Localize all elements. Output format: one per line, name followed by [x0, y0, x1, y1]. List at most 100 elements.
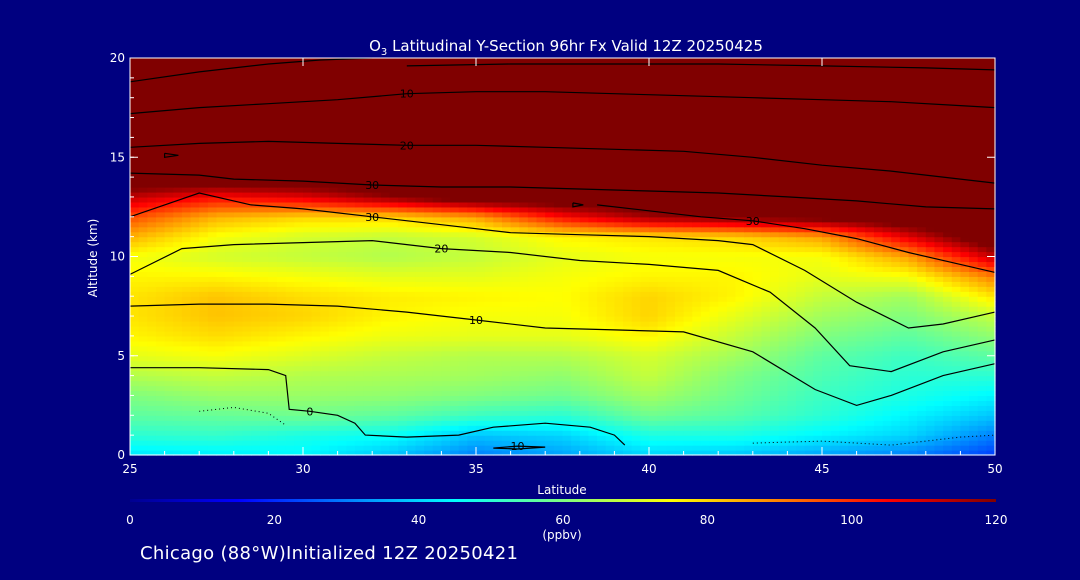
heatmap-cell [666, 306, 676, 312]
heatmap-cell [614, 365, 624, 372]
heatmap-cell [787, 385, 797, 392]
heatmap-cell [623, 301, 633, 307]
heatmap-cell [527, 221, 538, 228]
heatmap-cell [969, 330, 979, 337]
heatmap-cell [899, 350, 910, 357]
heatmap-cell [199, 281, 209, 287]
heatmap-cell [718, 306, 728, 312]
heatmap-cell [744, 226, 754, 233]
heatmap-cell [130, 435, 140, 441]
heatmap-cell [908, 450, 918, 456]
heatmap-cell [631, 430, 641, 436]
heatmap-cell [744, 206, 754, 213]
heatmap-cell [147, 231, 157, 238]
heatmap-cell [899, 266, 910, 272]
heatmap-cell [277, 385, 287, 392]
heatmap-cell [303, 415, 313, 421]
heatmap-cell [242, 266, 252, 272]
heatmap-cell [476, 236, 486, 243]
heatmap-cell [346, 410, 356, 416]
heatmap-cell [294, 211, 304, 218]
heatmap-cell [709, 271, 719, 277]
heatmap-cell [277, 316, 287, 322]
heatmap-cell [986, 261, 996, 268]
heatmap-cell [450, 360, 460, 367]
heatmap-cell [977, 211, 987, 218]
heatmap-cell [199, 380, 209, 387]
heatmap-cell [501, 405, 512, 411]
heatmap-cell [778, 241, 788, 248]
heatmap-cell [467, 420, 477, 426]
heatmap-cell [130, 360, 140, 367]
heatmap-cell [562, 251, 572, 258]
heatmap-cell [830, 221, 840, 228]
heatmap-cell [562, 385, 572, 392]
heatmap-cell [718, 370, 728, 377]
heatmap-cell [415, 440, 425, 446]
heatmap-cell [207, 415, 218, 421]
heatmap-cell [614, 296, 624, 302]
heatmap-cell [225, 350, 235, 357]
heatmap-cell [666, 415, 676, 421]
heatmap-cell [951, 340, 961, 347]
heatmap-cell [519, 375, 529, 382]
heatmap-cell [726, 395, 737, 402]
heatmap-cell [476, 246, 486, 253]
heatmap-cell [130, 375, 140, 382]
heatmap-cell [251, 330, 261, 337]
heatmap-cell [130, 395, 140, 402]
heatmap-cell [242, 345, 252, 352]
heatmap-cell [415, 286, 425, 292]
heatmap-cell [328, 216, 339, 223]
heatmap-cell [225, 321, 235, 327]
heatmap-cell [571, 400, 581, 406]
heatmap-cell [752, 211, 763, 218]
heatmap-cell [943, 420, 953, 426]
heatmap-cell [908, 236, 918, 243]
heatmap-cell [467, 246, 477, 253]
heatmap-cell [328, 370, 339, 377]
heatmap-cell [796, 306, 806, 312]
heatmap-cell [752, 241, 763, 248]
heatmap-cell [181, 296, 192, 302]
heatmap-cell [709, 435, 719, 441]
heatmap-cell [873, 306, 884, 312]
heatmap-cell [398, 385, 408, 392]
heatmap-cell [718, 395, 728, 402]
heatmap-cell [363, 246, 373, 253]
heatmap-cell [493, 450, 503, 456]
heatmap-cell [726, 420, 737, 426]
heatmap-cell [424, 325, 434, 332]
heatmap-cell [354, 420, 365, 426]
heatmap-cell [752, 316, 763, 322]
heatmap-cell [311, 216, 321, 223]
heatmap-cell [164, 360, 174, 367]
heatmap-cell [467, 425, 477, 431]
heatmap-cell [813, 385, 823, 392]
heatmap-cell [130, 405, 140, 411]
heatmap-cell [865, 385, 875, 392]
heatmap-cell [510, 261, 520, 268]
heatmap-cell [216, 385, 226, 392]
heatmap-cell [969, 375, 979, 382]
heatmap-cell [752, 370, 763, 377]
heatmap-cell [804, 345, 814, 352]
heatmap-cell [311, 420, 321, 426]
heatmap-cell [181, 370, 192, 377]
heatmap-cell [666, 425, 676, 431]
heatmap-cell [130, 335, 140, 342]
heatmap-cell [493, 380, 503, 387]
heatmap-cell [155, 390, 166, 397]
heatmap-cell [337, 221, 347, 228]
heatmap-cell [363, 370, 373, 377]
heatmap-cell [830, 435, 840, 441]
heatmap-cell [501, 266, 512, 272]
heatmap-cell [623, 450, 633, 456]
heatmap-cell [406, 355, 417, 362]
heatmap-cell [666, 445, 676, 451]
heatmap-cell [130, 306, 140, 312]
heatmap-cell [623, 281, 633, 287]
heatmap-cell [441, 231, 451, 238]
heatmap-cell [969, 236, 979, 243]
heatmap-cell [614, 420, 624, 426]
